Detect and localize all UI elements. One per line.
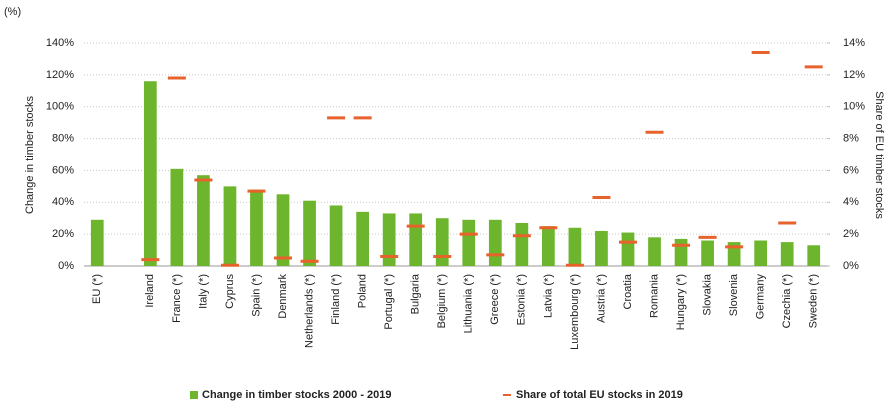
bar <box>250 189 263 266</box>
x-tick-label: Spain (*) <box>250 274 262 317</box>
x-tick-label: Sweden (*) <box>808 274 820 328</box>
bar <box>435 218 449 266</box>
y-tick-label: 100% <box>46 101 74 113</box>
legend-swatch <box>190 391 198 399</box>
x-tick-label: Hungary (*) <box>675 274 687 330</box>
x-tick-label: Lithuania (*) <box>463 274 475 333</box>
bar <box>515 222 529 266</box>
bar <box>807 245 821 266</box>
x-tick-label: Cyprus <box>224 274 236 309</box>
bar <box>143 81 157 266</box>
y2-tick-label: 2% <box>843 228 859 240</box>
x-tick-label: Bulgaria <box>410 273 422 314</box>
x-tick-label: Belgium (*) <box>436 274 448 328</box>
x-tick-label: Greece (*) <box>489 274 501 325</box>
y-tick-label: 20% <box>52 228 74 240</box>
bar <box>595 230 608 266</box>
y2-tick-label: 14% <box>843 37 865 49</box>
x-tick-label: Poland <box>357 274 369 308</box>
x-tick-label: Romania <box>648 273 660 318</box>
bar <box>488 219 502 266</box>
y2-tick-label: 12% <box>843 69 865 81</box>
y2-tick-label: 8% <box>843 132 859 144</box>
y-tick-label: 80% <box>52 132 74 144</box>
x-tick-label: Slovenia <box>728 273 740 316</box>
x-tick-label: Finland (*) <box>330 274 342 325</box>
y-tick-label: 120% <box>46 69 74 81</box>
bar <box>754 240 768 266</box>
x-tick-label: Portugal (*) <box>383 274 395 330</box>
bar <box>382 213 396 266</box>
bar <box>170 168 184 266</box>
y2-tick-label: 4% <box>843 196 859 208</box>
bar <box>542 226 555 266</box>
y2-tick-label: 0% <box>843 260 859 272</box>
bar <box>90 219 104 266</box>
bar <box>701 240 714 266</box>
legend-label: Share of total EU stocks in 2019 <box>516 389 683 401</box>
y-tick-label: 60% <box>52 164 74 176</box>
x-tick-label: Slovakia <box>701 273 713 315</box>
y2-tick-label: 10% <box>843 101 865 113</box>
x-tick-label: Estonia (*) <box>516 274 528 325</box>
bar <box>356 211 369 266</box>
y-tick-label: 140% <box>46 37 74 49</box>
unit-label: (%) <box>4 6 21 18</box>
y-axis-title: Change in timber stocks <box>24 96 36 214</box>
x-tick-label: Latvia (*) <box>542 274 554 318</box>
bar <box>568 227 582 266</box>
x-tick-label: Ireland <box>144 274 156 308</box>
x-tick-label: Czechia (*) <box>781 274 793 328</box>
bar <box>303 200 316 266</box>
y2-tick-label: 6% <box>843 164 859 176</box>
x-tick-label: Denmark <box>277 274 289 319</box>
bar <box>621 232 635 266</box>
x-tick-label: Italy (*) <box>197 274 209 309</box>
bar <box>409 213 423 266</box>
bar <box>329 205 343 266</box>
bar <box>780 242 794 266</box>
x-tick-label: Germany <box>755 274 767 320</box>
bar <box>276 194 290 266</box>
bar <box>462 219 476 266</box>
y-tick-label: 40% <box>52 196 74 208</box>
legend-label: Change in timber stocks 2000 - 2019 <box>202 389 392 401</box>
bar <box>223 186 237 266</box>
x-tick-label: Austria (*) <box>595 274 607 323</box>
bar <box>648 237 661 266</box>
bar <box>674 238 688 266</box>
x-tick-label: Croatia <box>622 273 634 309</box>
y2-axis-title: Share of EU timber stocks <box>873 91 885 219</box>
x-tick-label: EU (*) <box>91 274 103 304</box>
x-tick-label: France (*) <box>171 274 183 323</box>
x-tick-label: Netherlands (*) <box>303 274 315 348</box>
x-tick-label: Luxembourg (*) <box>569 274 581 350</box>
bar <box>197 175 210 266</box>
y-tick-label: 0% <box>58 260 74 272</box>
